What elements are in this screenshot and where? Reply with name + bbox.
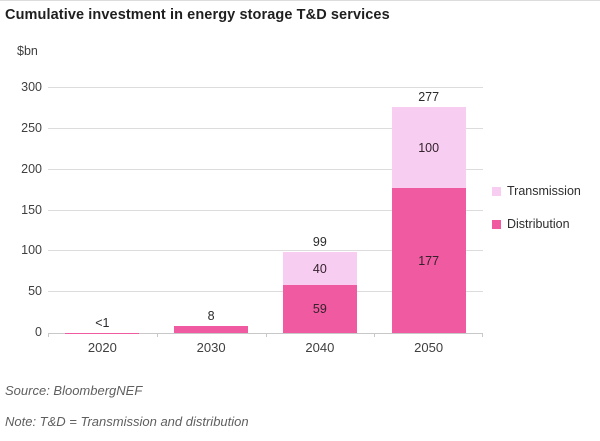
- legend: Transmission Distribution: [492, 184, 581, 231]
- gridline-200: [48, 168, 483, 170]
- total-value-label: 99: [312, 235, 327, 250]
- y-axis: 0 50 100 150 200 250 300: [0, 80, 42, 339]
- x-tick-mark: [157, 333, 158, 337]
- x-tick-label-2020: 2020: [87, 340, 117, 355]
- gridline-250: [48, 127, 483, 129]
- note-text: Note: T&D = Transmission and distributio…: [5, 414, 249, 429]
- segment-value-label: 40: [312, 261, 327, 276]
- y-tick-label-200: 200: [21, 161, 42, 176]
- legend-label: Distribution: [507, 217, 570, 231]
- gridline-300: [48, 87, 483, 88]
- legend-item-transmission: Transmission: [492, 184, 581, 198]
- legend-label: Transmission: [507, 184, 581, 198]
- segment-value-label: 100: [418, 141, 440, 156]
- chart-title: Cumulative investment in energy storage …: [5, 7, 390, 23]
- y-axis-unit-label: $bn: [17, 44, 38, 58]
- x-axis-line: [48, 333, 483, 334]
- y-tick-label-100: 100: [21, 243, 42, 258]
- x-tick-label-2050: 2050: [414, 340, 444, 355]
- bar-segment-distribution-2040: [282, 284, 357, 333]
- bar-segment-transmission-2040: [282, 252, 357, 285]
- gridline-50: [48, 291, 483, 293]
- x-tick-mark: [266, 333, 267, 337]
- gridline-100: [48, 250, 483, 252]
- y-tick-label-50: 50: [28, 284, 42, 299]
- legend-item-distribution: Distribution: [492, 217, 581, 231]
- x-tick-mark: [374, 333, 375, 337]
- top-border-line: [0, 0, 600, 1]
- legend-swatch-transmission: [492, 186, 501, 196]
- source-text: Source: BloombergNEF: [5, 383, 143, 398]
- total-value-label: 8: [207, 309, 215, 324]
- y-tick-label-150: 150: [21, 202, 42, 217]
- x-tick-label-2040: 2040: [305, 340, 335, 355]
- x-tick-mark: [48, 333, 49, 337]
- gridline-150: [48, 209, 483, 211]
- bar-segment-distribution-2030: [174, 326, 249, 333]
- segment-value-label: 177: [418, 254, 440, 269]
- bar-segment-distribution-2050: [391, 188, 466, 333]
- legend-swatch-distribution: [492, 219, 501, 229]
- plot-area: <1 2020 8 2030 59 40 99 2040 177 100 277 2050: [48, 87, 483, 355]
- bar-segment-transmission-2050: [391, 106, 466, 189]
- x-tick-mark: [482, 333, 483, 337]
- y-tick-label-0: 0: [35, 325, 42, 339]
- total-value-label: 277: [418, 89, 440, 104]
- y-tick-label-300: 300: [21, 80, 42, 94]
- y-tick-label-250: 250: [21, 120, 42, 135]
- segment-value-label: 59: [312, 302, 327, 317]
- total-value-label: <1: [95, 315, 110, 330]
- x-tick-label-2030: 2030: [196, 340, 226, 355]
